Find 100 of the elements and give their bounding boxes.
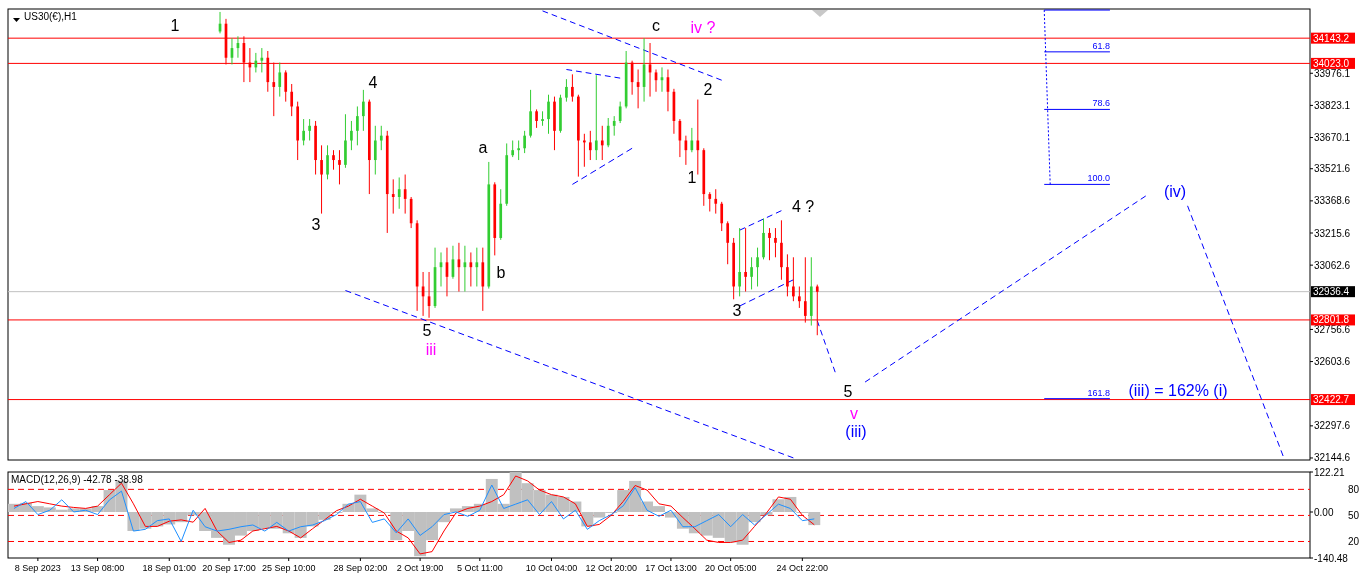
annotation: a	[478, 138, 488, 156]
series-label: 100.0	[1087, 173, 1110, 184]
candlestick	[362, 89, 365, 132]
annotation: v	[850, 404, 858, 422]
candlestick	[475, 247, 479, 287]
y2-tick-label: 20	[1348, 535, 1360, 547]
candlestick	[356, 105, 359, 146]
candlestick	[738, 227, 741, 297]
candlestick	[278, 62, 282, 98]
y-tick-label: 33368.6	[1314, 195, 1351, 207]
ref-line-label: 32936.4	[1313, 286, 1350, 298]
candlestick	[523, 130, 526, 154]
annotation: 4	[368, 73, 378, 91]
candlestick	[302, 118, 305, 146]
y-tick-label: 33823.1	[1314, 99, 1351, 111]
y-tick-label: -140.48	[1314, 552, 1349, 564]
candlestick	[708, 191, 712, 212]
y-tick-label: 32756.6	[1314, 323, 1351, 335]
candlestick	[756, 247, 759, 287]
x-tick-label: 25 Sep 10:00	[261, 563, 316, 573]
annotation: c	[652, 16, 660, 34]
annotation: iii	[425, 340, 437, 358]
x-tick-label: 24 Oct 22:00	[776, 563, 829, 573]
y-tick-label: 32144.6	[1314, 452, 1351, 464]
candlestick	[338, 149, 341, 185]
candlestick	[714, 188, 718, 215]
candlestick	[541, 110, 544, 127]
annotation: iv ?	[690, 18, 716, 36]
x-tick-label: 17 Oct 13:00	[645, 563, 697, 573]
candlestick	[594, 74, 598, 161]
series-label: 161.8	[1087, 387, 1110, 398]
candlestick	[792, 256, 795, 302]
x-tick-label: 8 Sep 2023	[14, 563, 61, 573]
candlestick	[618, 101, 622, 124]
y-tick-label: 122.21	[1314, 466, 1346, 478]
ref-line-label: 34023.0	[1313, 57, 1350, 69]
annotation: (iv)	[1163, 182, 1187, 200]
candlestick	[726, 220, 730, 265]
candlestick	[798, 285, 801, 309]
series-label: 61.8	[1092, 40, 1110, 51]
chart-title: US30(€),H1	[24, 11, 78, 22]
annotation: 1	[170, 16, 180, 34]
candlestick	[571, 73, 574, 103]
annotation: (iii)	[845, 422, 867, 440]
y-tick-label: 33670.1	[1314, 132, 1351, 144]
x-tick-label: 18 Sep 01:00	[142, 563, 197, 573]
y-tick-label: 33521.6	[1314, 163, 1351, 175]
candlestick	[786, 253, 789, 297]
x-tick-label: 28 Sep 02:00	[333, 563, 388, 573]
candlestick	[750, 256, 753, 290]
annotation: 3	[311, 215, 321, 233]
candlestick	[391, 178, 395, 215]
candlestick	[332, 149, 335, 171]
y-tick-label: 33062.6	[1314, 259, 1351, 271]
candlestick	[535, 108, 538, 129]
candlestick	[600, 125, 604, 161]
y-tick-label: 33976.1	[1314, 67, 1351, 79]
x-tick-label: 5 Oct 11:00	[456, 563, 503, 573]
annotation: 1	[687, 168, 697, 186]
candlestick	[284, 69, 288, 103]
candlestick	[583, 133, 586, 168]
candlestick	[768, 227, 771, 261]
candlestick	[612, 115, 616, 137]
candlestick	[290, 83, 294, 117]
x-tick-label: 10 Oct 04:00	[525, 563, 578, 573]
y2-tick-label: 50	[1348, 509, 1360, 521]
ref-line-label: 32801.8	[1313, 314, 1350, 326]
line-series	[13, 484, 815, 542]
ref-line-label: 34143.2	[1313, 32, 1350, 44]
candlestick	[696, 99, 700, 176]
y-tick-label: 32603.6	[1314, 356, 1351, 368]
candlestick	[588, 130, 592, 161]
candlestick	[260, 47, 264, 73]
candlestick	[774, 227, 777, 258]
series-label: 78.6	[1092, 98, 1110, 109]
candlestick	[517, 140, 520, 161]
annotation: 5	[422, 321, 432, 339]
y-tick-label: 0.00	[1314, 506, 1334, 518]
x-tick-label: 20 Sep 17:00	[202, 563, 256, 573]
x-tick-label: 13 Sep 08:00	[70, 563, 125, 573]
candlestick	[350, 120, 353, 151]
candlestick	[308, 118, 311, 141]
ref-line-label: 32422.7	[1313, 394, 1350, 406]
x-tick-label: 20 Oct 05:00	[704, 563, 757, 573]
candlestick	[744, 227, 747, 293]
candlestick	[606, 117, 610, 148]
annotation: (iii) = 162% (i)	[1128, 381, 1228, 399]
annotation: 3	[732, 301, 742, 319]
candlestick	[547, 94, 550, 135]
candlestick	[720, 201, 724, 232]
y2-tick-label: 80	[1348, 483, 1360, 495]
candlestick	[379, 125, 383, 151]
annotation: b	[496, 263, 506, 281]
annotation: 4 ?	[791, 197, 815, 215]
x-tick-label: 12 Oct 20:00	[585, 563, 637, 573]
candlestick	[403, 174, 407, 215]
candlestick	[320, 144, 323, 215]
y-tick-label: 32297.6	[1314, 420, 1351, 432]
chart-title: MACD(12,26,9) -42.78 -38.98	[11, 474, 144, 485]
candlestick	[565, 78, 568, 103]
